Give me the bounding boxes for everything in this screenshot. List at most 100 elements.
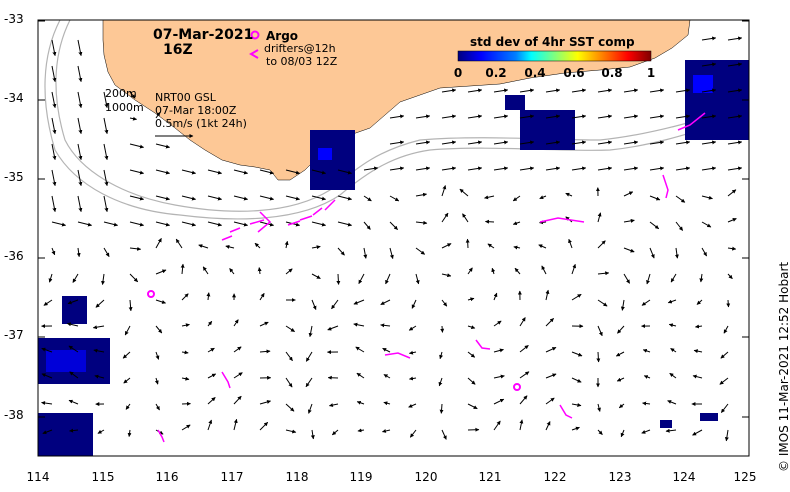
current-vector: [409, 350, 417, 355]
current-vector: [623, 140, 639, 145]
current-vector: [76, 247, 81, 258]
current-vector: [617, 325, 625, 334]
current-vector: [493, 114, 509, 119]
current-vector: [459, 188, 469, 197]
current-vector: [643, 375, 651, 379]
current-vector: [41, 373, 53, 379]
current-vector: [103, 117, 109, 135]
current-vector: [623, 247, 635, 253]
current-vector: [125, 403, 131, 410]
lon-tick: 114: [26, 470, 50, 484]
current-vector: [311, 195, 326, 201]
current-vector: [538, 244, 547, 249]
current-vector: [493, 166, 509, 171]
drifter-tracks: [157, 112, 706, 443]
current-vector: [727, 36, 743, 41]
current-vector: [493, 374, 505, 379]
current-vector: [485, 219, 495, 224]
current-vector: [284, 240, 289, 249]
current-vector: [329, 403, 339, 408]
current-vector: [667, 400, 677, 405]
current-vector: [441, 299, 448, 307]
current-vector: [389, 247, 394, 259]
current-vector: [467, 297, 475, 302]
current-vector: [259, 421, 269, 431]
current-vector: [181, 195, 196, 201]
current-vector: [154, 377, 159, 385]
current-vector: [649, 221, 660, 230]
lat-tick: -38: [4, 408, 24, 422]
current-vector: [493, 398, 505, 405]
current-vector: [597, 114, 613, 119]
current-vector: [155, 351, 160, 360]
current-vector: [727, 273, 733, 280]
drifters-legend-period: to 08/03 12Z: [266, 55, 338, 68]
current-vector: [233, 319, 239, 327]
current-vector: [724, 429, 729, 442]
isobath-1000-label: 1000m: [105, 101, 144, 114]
current-vector: [616, 377, 625, 382]
isobath-200-label: 200m: [105, 87, 137, 100]
current-vector: [623, 166, 639, 171]
current-vector: [487, 243, 495, 249]
current-vector: [623, 273, 631, 284]
current-vector: [95, 299, 105, 308]
current-vector: [77, 169, 83, 187]
current-vector: [493, 88, 509, 93]
current-vector: [94, 374, 105, 379]
current-vector: [155, 195, 170, 201]
current-vector: [259, 292, 265, 301]
current-vector: [674, 247, 679, 259]
current-vector: [93, 348, 105, 353]
current-vector: [308, 325, 313, 338]
current-vector: [311, 245, 321, 250]
current-vector: [380, 299, 391, 306]
current-vector: [77, 91, 83, 109]
current-vector: [233, 221, 248, 227]
current-vector: [493, 292, 498, 301]
current-vector: [568, 238, 573, 249]
current-vector: [649, 88, 665, 93]
drifter-legend-icon: [248, 49, 259, 59]
current-vector: [363, 166, 379, 171]
current-vector: [649, 114, 665, 119]
current-vector: [467, 351, 476, 358]
current-vector: [545, 318, 554, 327]
colorbar-tick: 0.2: [485, 66, 507, 80]
current-vector: [727, 166, 743, 171]
current-vector: [415, 273, 420, 285]
current-vector: [123, 377, 131, 384]
current-vector: [641, 299, 651, 306]
current-vector: [383, 374, 391, 379]
current-vector: [225, 244, 235, 249]
lon-tick: 121: [478, 470, 502, 484]
current-vector: [382, 347, 391, 353]
current-vector: [467, 88, 483, 93]
current-vector: [571, 426, 580, 431]
lon-tick: 118: [285, 470, 309, 484]
current-vector: [331, 429, 339, 436]
current-vector: [493, 420, 501, 431]
current-vector: [597, 166, 613, 171]
current-vector: [441, 273, 452, 278]
current-vector: [337, 169, 352, 175]
current-vector: [519, 140, 535, 145]
current-vector: [155, 111, 161, 119]
current-vector: [51, 143, 57, 161]
current-vector: [642, 401, 651, 406]
current-vector: [441, 243, 452, 249]
current-vector: [597, 325, 603, 337]
plot-frame: [37, 19, 750, 457]
current-vector: [695, 324, 703, 329]
current-vector: [129, 116, 137, 121]
current-vector: [727, 140, 743, 145]
current-vector: [337, 195, 352, 201]
colorbar-tick: 1: [646, 66, 656, 80]
current-vector: [597, 403, 601, 412]
current-vector: [103, 169, 109, 187]
current-vector: [41, 347, 53, 353]
lat-tick: -33: [4, 12, 24, 26]
lat-tick: -34: [4, 91, 24, 105]
current-vector: [675, 88, 691, 93]
current-vector: [571, 351, 583, 357]
